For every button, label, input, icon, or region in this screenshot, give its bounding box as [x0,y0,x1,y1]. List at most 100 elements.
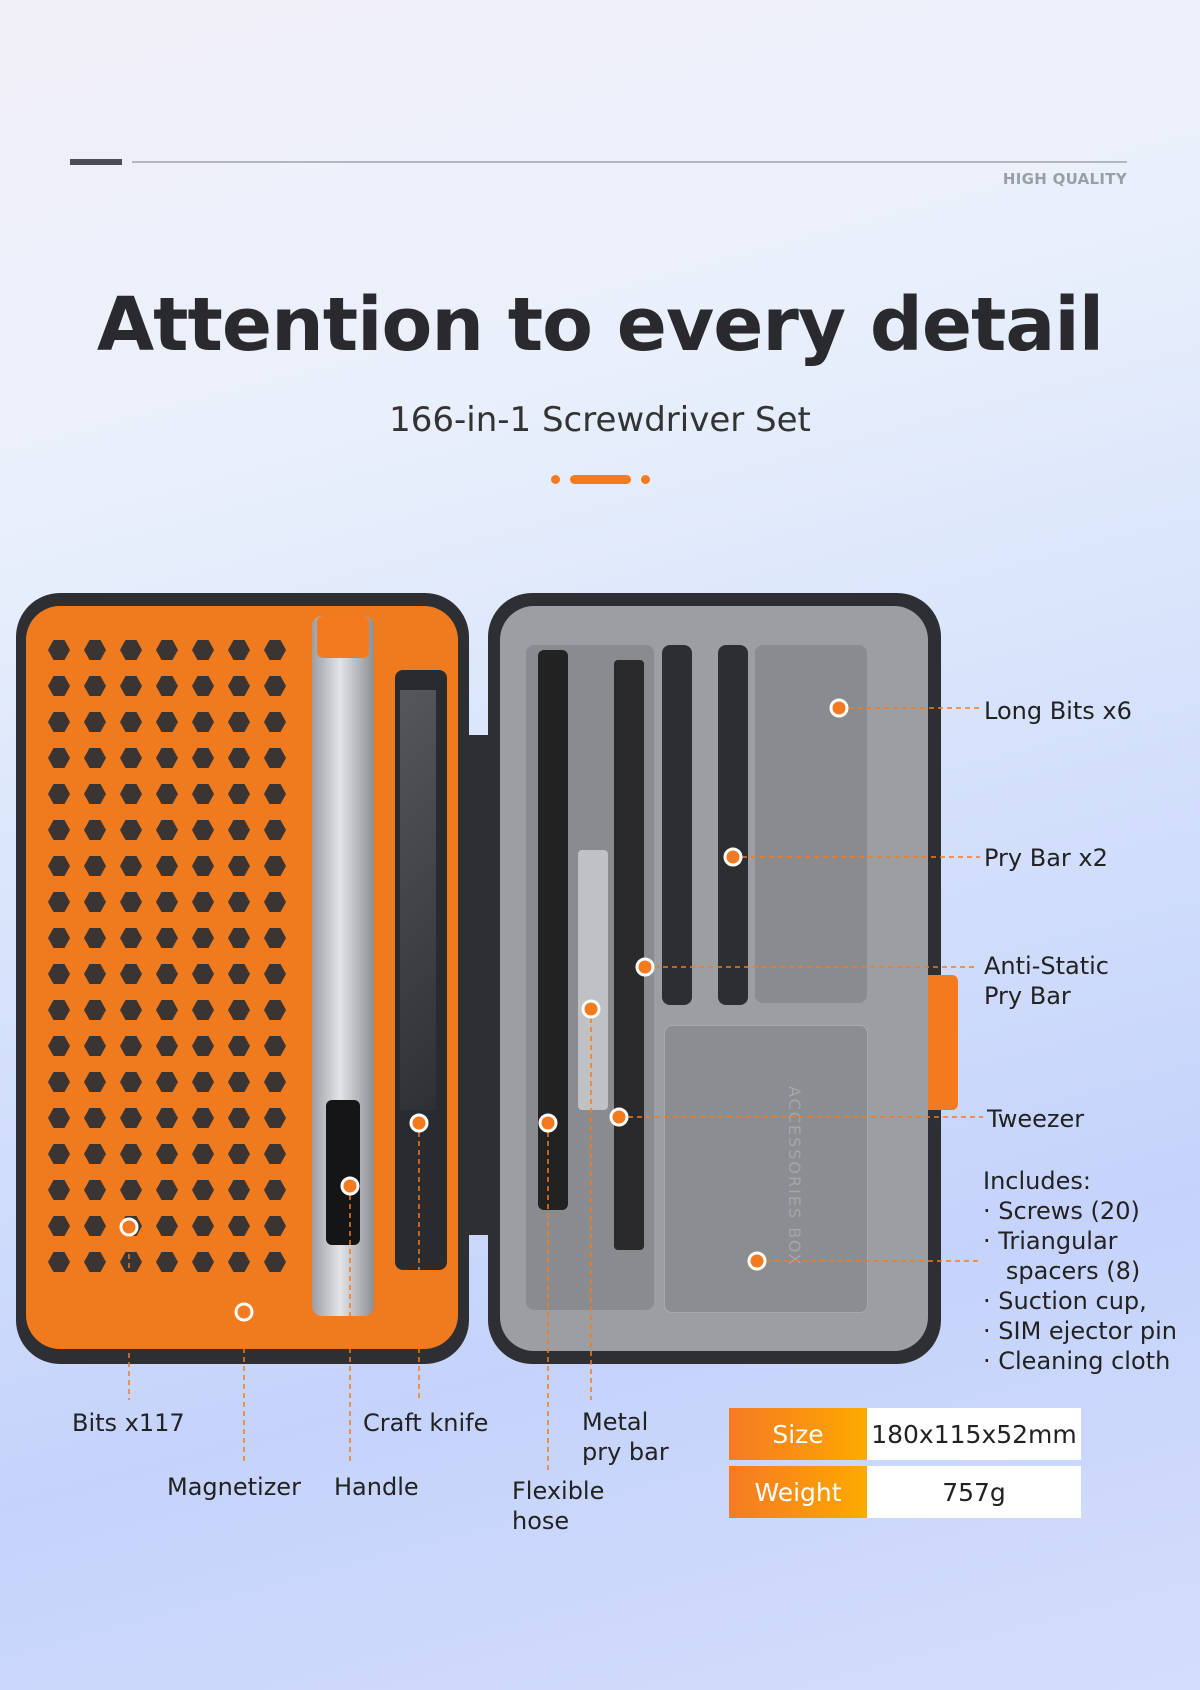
bit [84,856,106,876]
accessories-box-label: ACCESSORIES BOX [785,1086,804,1267]
bit [84,1000,106,1020]
bit [228,856,250,876]
bit [192,676,214,696]
bit [192,784,214,804]
bit [192,820,214,840]
bit [48,676,70,696]
handle-cap [317,616,369,658]
knife-blade [400,690,436,1110]
bit [156,820,178,840]
bit [48,1036,70,1056]
callout-dot [581,999,601,1019]
bit [120,1252,142,1272]
bit [264,820,286,840]
bit [84,640,106,660]
bit [192,712,214,732]
bit [120,712,142,732]
bit [48,856,70,876]
bit [120,748,142,768]
bit [228,712,250,732]
bit [156,1000,178,1020]
bit [228,748,250,768]
callout-dot [747,1251,767,1271]
callout-dot [723,847,743,867]
bit [120,964,142,984]
bit [156,712,178,732]
decor-dot [641,475,650,484]
bit [264,712,286,732]
bit [156,1108,178,1128]
bit [192,1144,214,1164]
bit [48,712,70,732]
bit [156,1036,178,1056]
spec-value: 180x115x52mm [867,1408,1081,1460]
handle-grip [326,1100,360,1245]
bit [228,1180,250,1200]
includes-item: · Cleaning cloth [983,1347,1171,1375]
label-anti-static-2: Pry Bar [984,982,1071,1010]
decor-dash [570,475,631,484]
bit [192,928,214,948]
bit [192,1036,214,1056]
page-title: Attention to every detail [96,282,1104,368]
bit [84,1036,106,1056]
bit [120,1000,142,1020]
bit [120,1036,142,1056]
bit [264,1252,286,1272]
bit [264,856,286,876]
label-handle: Handle [334,1473,419,1501]
bit [264,928,286,948]
bit [84,676,106,696]
bit [84,928,106,948]
label-metal-2: pry bar [582,1438,669,1466]
bit [264,640,286,660]
spec-key: Size [729,1408,867,1460]
header-divider [132,161,1127,163]
bit [192,1252,214,1272]
bit [156,1072,178,1092]
bit [120,640,142,660]
accessories-box: ACCESSORIES BOX [664,1025,868,1313]
bit [48,964,70,984]
header-accent-bar [70,159,122,165]
bit [264,1180,286,1200]
bit [120,856,142,876]
bit [120,1072,142,1092]
bit [264,1072,286,1092]
callout-dot [538,1113,558,1133]
bit [48,820,70,840]
bit [84,820,106,840]
bit [228,1216,250,1236]
pry-bar-1 [662,645,692,1005]
bit [84,1216,106,1236]
bit [228,640,250,660]
callout-dot [409,1113,429,1133]
bit [84,964,106,984]
bit [48,784,70,804]
bit [48,892,70,912]
bit [264,784,286,804]
pry-bar-2 [718,645,748,1005]
bit [264,676,286,696]
page-subtitle: 166-in-1 Screwdriver Set [389,400,811,440]
bit [120,784,142,804]
bit [48,1072,70,1092]
bit [228,820,250,840]
bit [48,1216,70,1236]
tweezer [614,660,644,1250]
bit [156,928,178,948]
bit [156,892,178,912]
metal-pry-bar [578,850,608,1110]
bit [84,748,106,768]
bit [156,1144,178,1164]
bit [264,892,286,912]
bit [48,1000,70,1020]
bit [228,1036,250,1056]
label-tweezer: Tweezer [987,1105,1085,1133]
bit [156,1252,178,1272]
bit [192,1216,214,1236]
bit [84,784,106,804]
bit [120,892,142,912]
label-flexible: Flexible [512,1477,605,1505]
bit [120,1180,142,1200]
